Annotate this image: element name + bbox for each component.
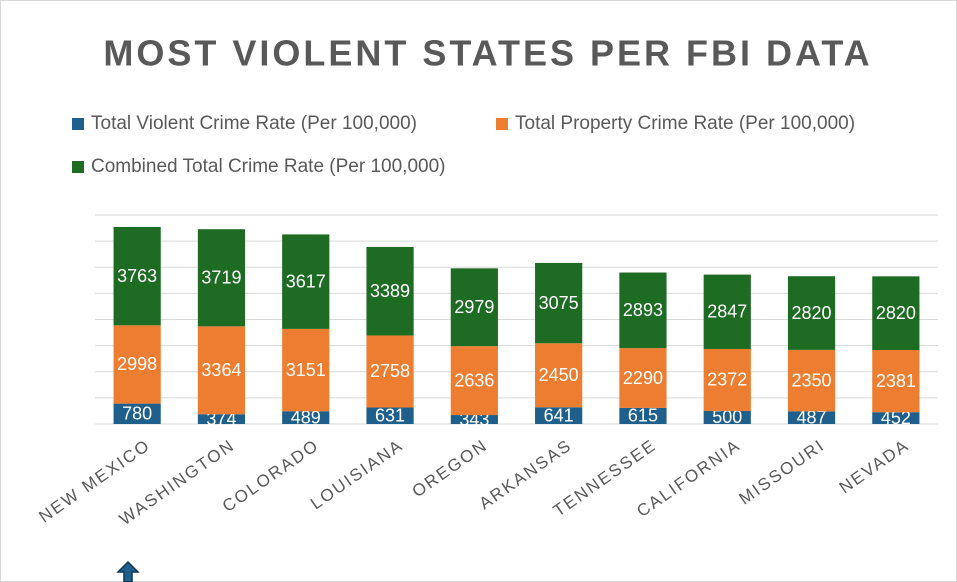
data-label: 3389 (370, 281, 410, 301)
data-label: 3075 (539, 293, 579, 313)
bar-segment (872, 276, 920, 350)
bar-segment (282, 411, 330, 424)
bar-segment (872, 349, 920, 413)
data-label: 3763 (117, 266, 157, 286)
bar-segment (366, 335, 414, 408)
bar-segment (619, 272, 667, 349)
data-label: 2350 (792, 370, 832, 390)
legend-swatch (72, 118, 84, 130)
data-label: 452 (881, 408, 911, 428)
bar-segment (113, 226, 161, 326)
bar-segment (703, 410, 751, 424)
data-label: 3719 (201, 268, 241, 288)
bar-segment (787, 276, 836, 350)
data-label: 2893 (623, 300, 663, 320)
legend-swatch (496, 118, 508, 130)
legend-swatch (72, 161, 84, 173)
data-label: 3617 (286, 271, 326, 291)
data-label: 2979 (454, 297, 494, 317)
data-label: 489 (291, 407, 321, 427)
legend-label: Combined Total Crime Rate (Per 100,000) (91, 156, 446, 177)
data-label: 487 (797, 407, 827, 427)
bar-segment (703, 274, 751, 349)
bar-segment (366, 246, 414, 336)
data-label: 2381 (876, 371, 916, 391)
data-label: 631 (375, 406, 405, 426)
bar-segment (535, 407, 583, 424)
bar-segment (450, 346, 498, 416)
data-label: 500 (712, 407, 742, 427)
bar-segment (450, 415, 498, 424)
bar-segment (535, 262, 583, 344)
bar-segment (619, 348, 667, 408)
bar-segment (113, 325, 161, 404)
bar-segment (113, 403, 161, 424)
data-label: 2998 (117, 354, 157, 374)
bar-segment (619, 407, 667, 424)
bar-segment (197, 414, 246, 424)
data-label: 2820 (792, 303, 832, 323)
data-label: 2758 (370, 361, 410, 381)
data-label: 2636 (454, 370, 494, 390)
chart-title: MOST VIOLENT STATES PER FBI DATA (103, 33, 872, 74)
bar-segment (282, 328, 330, 412)
arrow-icon (116, 560, 140, 582)
bar-segment (197, 229, 246, 327)
bar-segment (787, 349, 836, 412)
data-label: 2372 (707, 370, 747, 390)
bar-segment (197, 326, 246, 415)
bar-segment (787, 411, 836, 424)
data-label: 780 (122, 404, 152, 424)
bar-segment (366, 407, 414, 424)
bar-segment (872, 412, 920, 424)
bar-segment (535, 343, 583, 408)
data-label: 2820 (876, 303, 916, 323)
data-label: 2290 (623, 368, 663, 388)
data-label: 2450 (539, 365, 579, 385)
legend-label: Total Property Crime Rate (Per 100,000) (515, 113, 855, 134)
data-label: 615 (628, 406, 658, 426)
data-label: 3364 (201, 360, 241, 380)
data-label: 641 (544, 405, 574, 425)
data-label: 3151 (286, 360, 326, 380)
bar-segment (703, 348, 751, 411)
bar-segment (282, 234, 330, 329)
data-label: 2847 (707, 302, 747, 322)
legend-label: Total Violent Crime Rate (Per 100,000) (91, 113, 417, 134)
bar-segment (450, 268, 498, 347)
